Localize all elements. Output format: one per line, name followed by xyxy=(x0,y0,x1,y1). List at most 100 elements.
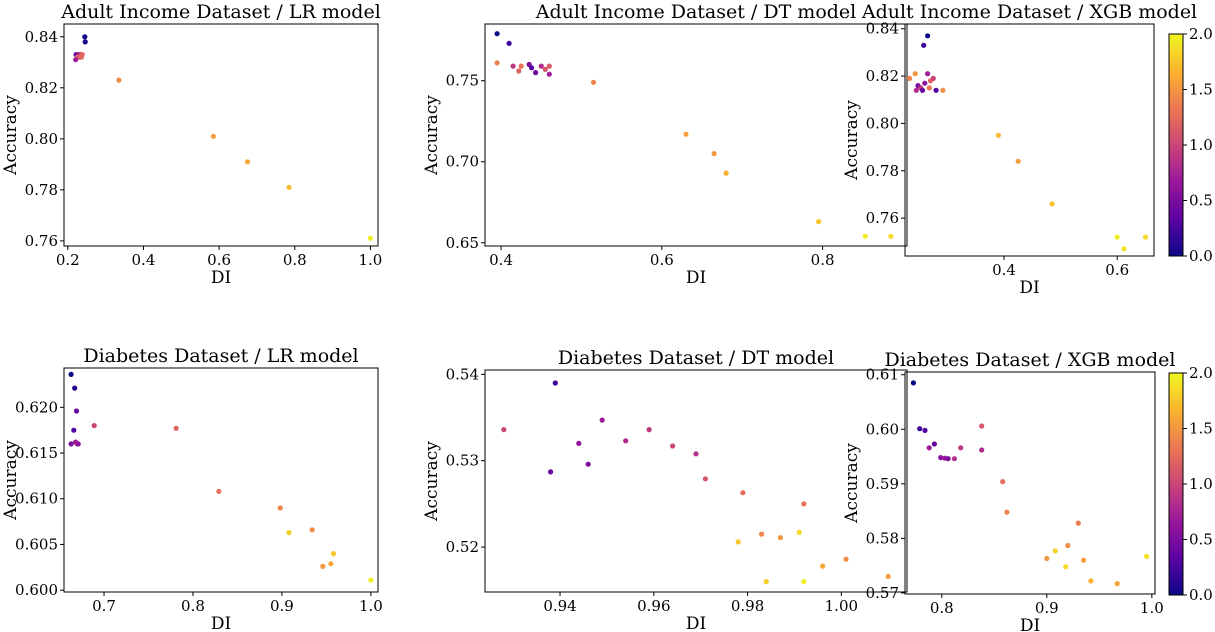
y-tick-label: 0.84 xyxy=(25,28,58,46)
y-tick-label: 0.80 xyxy=(866,114,899,132)
y-tick-label: 0.82 xyxy=(25,79,58,97)
scatter-point xyxy=(73,408,80,414)
colorbar: 0.0 0.5 1.0 1.5 2.0 xyxy=(1168,364,1213,604)
scatter-point xyxy=(599,417,605,423)
scatter-point xyxy=(820,563,826,569)
scatter-point xyxy=(623,438,629,444)
y-tick-label: 0.52 xyxy=(446,538,479,556)
scatter-point xyxy=(1114,234,1120,240)
colorbar-tick-label: 1.5 xyxy=(1189,81,1213,99)
chart-panel-4: 0.7 0.8 0.9 1.0 0.600 0.605 0.610 0.615 0.620 Dia… xyxy=(1,345,383,632)
scatter-point xyxy=(309,527,315,533)
scatter-point xyxy=(917,426,923,432)
scatter-point xyxy=(576,440,582,446)
scatter-point xyxy=(958,445,964,451)
scatter-point xyxy=(286,184,292,190)
scatter-point xyxy=(801,501,807,507)
scatter-point xyxy=(1052,548,1058,554)
scatter-point xyxy=(921,42,927,48)
scatter-point xyxy=(995,132,1002,138)
y-tick-label: 0.80 xyxy=(25,130,58,148)
scatter-point xyxy=(320,563,326,570)
scatter-point xyxy=(777,535,784,541)
x-tick-label: 0.8 xyxy=(811,251,835,269)
y-tick-label: 0.70 xyxy=(446,153,479,171)
scatter-point xyxy=(1114,581,1120,587)
scatter-point xyxy=(1063,564,1069,570)
chart-title: Diabetes Dataset / LR model xyxy=(83,345,358,367)
scatter-point xyxy=(888,233,894,239)
scatter-point xyxy=(723,170,729,176)
x-tick-label: 0.8 xyxy=(930,599,954,617)
x-axis-label: DI xyxy=(686,268,706,288)
plot-frame xyxy=(63,367,379,593)
scatter-point xyxy=(922,427,928,433)
scatter-point xyxy=(1004,509,1010,515)
scatter-point xyxy=(71,427,77,433)
scatter-point xyxy=(843,556,849,562)
scatter-point xyxy=(542,66,548,72)
scatter-point xyxy=(82,39,88,45)
x-tick-label: 0.8 xyxy=(283,251,307,269)
scatter-point xyxy=(925,33,931,39)
y-axis-label: Accuracy xyxy=(422,441,442,522)
scatter-point xyxy=(367,235,373,241)
scatter-point xyxy=(1049,201,1055,207)
scatter-point xyxy=(533,70,539,76)
scatter-point xyxy=(590,79,597,85)
y-axis-label: Accuracy xyxy=(842,100,862,181)
plot-frame xyxy=(484,23,908,247)
y-tick-label: 0.61 xyxy=(866,366,899,384)
scatter-point xyxy=(529,65,535,71)
colorbar-tick-label: 0.0 xyxy=(1189,586,1213,604)
y-axis-label: Accuracy xyxy=(1,440,21,521)
y-tick-label: 0.600 xyxy=(15,581,58,599)
scatter-point xyxy=(926,445,932,451)
scatter-point xyxy=(546,71,552,77)
scatter-point xyxy=(801,579,807,585)
scatter-point xyxy=(930,75,936,81)
scatter-point xyxy=(75,441,81,447)
scatter-point xyxy=(740,490,746,496)
x-tick-label: 1.0 xyxy=(359,597,383,615)
colorbar-tick-label: 0.0 xyxy=(1189,247,1213,265)
x-tick-label: 0.8 xyxy=(181,597,205,615)
scatter-point xyxy=(1142,234,1149,240)
chart-title: Adult Income Dataset / XGB model xyxy=(861,1,1197,23)
scatter-point xyxy=(68,441,74,447)
y-tick-label: 0.60 xyxy=(866,420,899,438)
y-tick-label: 0.59 xyxy=(866,475,899,493)
scatter-point xyxy=(328,561,334,567)
y-tick-label: 0.605 xyxy=(15,535,58,553)
scatter-point xyxy=(933,87,939,93)
scatter-point xyxy=(173,425,179,431)
scatter-point xyxy=(763,579,769,585)
scatter-point xyxy=(516,68,522,74)
plot-frame xyxy=(904,371,1156,595)
scatter-point xyxy=(82,34,88,40)
scatter-point xyxy=(510,63,516,69)
chart-title: Adult Income Dataset / LR model xyxy=(60,1,381,23)
scatter-point xyxy=(796,529,802,536)
scatter-point xyxy=(494,60,500,66)
scatter-point xyxy=(506,40,512,47)
x-tick-label: 1.00 xyxy=(825,597,858,615)
scatter-point xyxy=(906,75,913,81)
scatter-point xyxy=(979,447,985,453)
chart-panel-1: 0.2 0.4 0.6 0.8 1.0 0.76 0.78 0.80 0.82 0.84Adult… xyxy=(1,1,382,288)
scatter-point xyxy=(501,427,507,433)
scatter-point xyxy=(646,427,652,433)
x-axis-label: DI xyxy=(211,268,231,288)
scatter-point xyxy=(68,371,74,377)
scatter-point xyxy=(1088,578,1094,584)
chart-title: Adult Income Dataset / DT model xyxy=(535,1,857,23)
y-tick-label: 0.610 xyxy=(15,490,58,508)
scatter-point xyxy=(693,451,699,457)
y-axis-label: Accuracy xyxy=(1,95,21,176)
scatter-point xyxy=(1081,557,1087,563)
scatter-point xyxy=(538,63,544,69)
x-tick-label: 0.2 xyxy=(56,251,80,269)
